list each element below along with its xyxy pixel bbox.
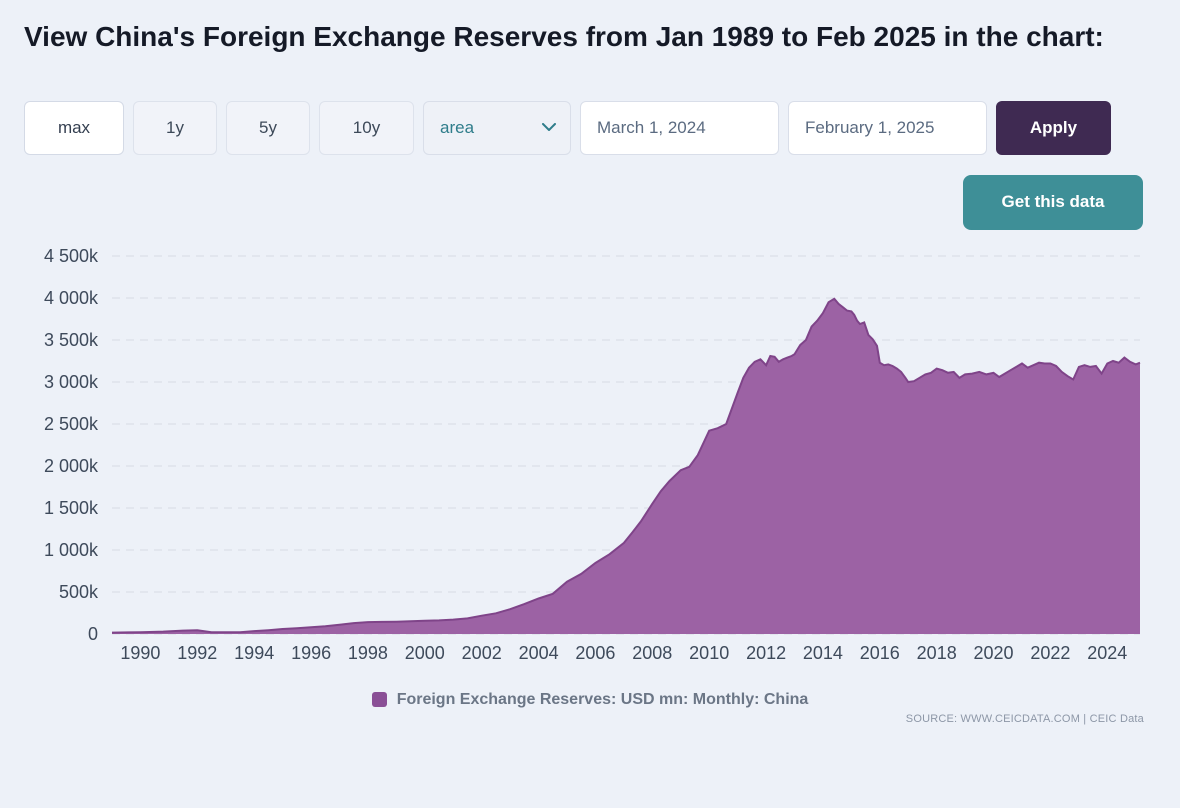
get-this-data-button[interactable]: Get this data bbox=[963, 174, 1143, 230]
svg-text:1994: 1994 bbox=[234, 643, 274, 663]
reserves-area-chart: 0 500k 1 000k 1 500k 2 000k 2 500k 3 000k 3 500… bbox=[44, 246, 1141, 663]
svg-text:2010: 2010 bbox=[689, 643, 729, 663]
svg-text:4 500k: 4 500k bbox=[44, 246, 99, 266]
chart-area: 0 500k 1 000k 1 500k 2 000k 2 500k 3 000k 3 500… bbox=[24, 242, 1180, 675]
svg-text:1996: 1996 bbox=[291, 643, 331, 663]
chart-type-select[interactable]: area bbox=[423, 100, 571, 155]
range-button-1y[interactable]: 1y bbox=[133, 100, 217, 155]
chart-type-select-value: area bbox=[440, 117, 475, 137]
source-text: SOURCE: WWW.CEICDATA.COM | CEIC Data bbox=[905, 712, 1144, 725]
svg-text:2002: 2002 bbox=[462, 643, 502, 663]
svg-text:2 000k: 2 000k bbox=[44, 456, 99, 476]
svg-text:2 500k: 2 500k bbox=[44, 414, 99, 434]
svg-text:2024: 2024 bbox=[1087, 643, 1127, 663]
chart-legend: Foreign Exchange Reserves: USD mn: Month… bbox=[0, 691, 1180, 709]
svg-text:1 000k: 1 000k bbox=[44, 540, 99, 560]
date-from-input[interactable] bbox=[580, 100, 779, 155]
svg-text:2000: 2000 bbox=[405, 643, 445, 663]
svg-text:4 000k: 4 000k bbox=[44, 288, 99, 308]
svg-text:2006: 2006 bbox=[575, 643, 615, 663]
get-data-row: Get this data bbox=[0, 174, 1143, 230]
svg-text:2004: 2004 bbox=[519, 643, 559, 663]
svg-text:1990: 1990 bbox=[120, 643, 160, 663]
svg-text:3 500k: 3 500k bbox=[44, 330, 99, 350]
chevron-down-icon bbox=[542, 123, 556, 132]
svg-text:2022: 2022 bbox=[1030, 643, 1070, 663]
svg-text:2020: 2020 bbox=[973, 643, 1013, 663]
svg-text:2014: 2014 bbox=[803, 643, 843, 663]
svg-text:2008: 2008 bbox=[632, 643, 672, 663]
date-to-input[interactable] bbox=[788, 100, 987, 155]
chart-controls: max 1y 5y 10y area Apply bbox=[24, 100, 1156, 155]
legend-label: Foreign Exchange Reserves: USD mn: Month… bbox=[396, 690, 809, 708]
svg-text:500k: 500k bbox=[59, 582, 99, 602]
legend-swatch bbox=[371, 692, 387, 708]
svg-text:1 500k: 1 500k bbox=[44, 498, 99, 518]
range-button-10y[interactable]: 10y bbox=[319, 100, 414, 155]
apply-button[interactable]: Apply bbox=[996, 100, 1111, 155]
svg-text:3 000k: 3 000k bbox=[44, 372, 99, 392]
range-button-5y[interactable]: 5y bbox=[226, 100, 310, 155]
svg-text:0: 0 bbox=[88, 624, 98, 644]
svg-text:2012: 2012 bbox=[746, 643, 786, 663]
svg-text:1992: 1992 bbox=[177, 643, 217, 663]
svg-text:2016: 2016 bbox=[860, 643, 900, 663]
range-button-max[interactable]: max bbox=[24, 100, 124, 155]
svg-text:2018: 2018 bbox=[917, 643, 957, 663]
page-title: View China's Foreign Exchange Reserves f… bbox=[24, 21, 1104, 52]
svg-text:1998: 1998 bbox=[348, 643, 388, 663]
